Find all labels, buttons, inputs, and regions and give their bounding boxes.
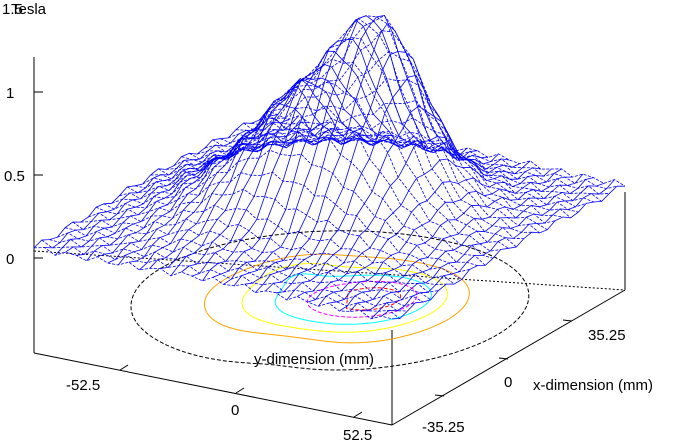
x-ticks bbox=[434, 319, 573, 397]
contour-line bbox=[274, 273, 432, 325]
mesh-line bbox=[381, 179, 615, 317]
mesh-line bbox=[170, 78, 405, 277]
y-axis-title: y-dimension (mm) bbox=[254, 351, 374, 368]
mesh-line bbox=[233, 15, 468, 287]
front-left-edge bbox=[33, 352, 393, 426]
mesh-line bbox=[111, 149, 470, 273]
z-tick-label: 0 bbox=[6, 251, 14, 268]
z-tick-label: 1.5 bbox=[2, 1, 23, 18]
mesh-line bbox=[265, 51, 499, 292]
x-axis-title: x-dimension (mm) bbox=[533, 377, 653, 394]
mesh-line bbox=[117, 127, 352, 266]
mesh-line bbox=[54, 119, 289, 256]
mesh-line bbox=[339, 176, 573, 312]
z-tick-label: 0.5 bbox=[4, 168, 25, 185]
mesh-line bbox=[165, 15, 525, 239]
y-tick-label: -52.5 bbox=[66, 377, 100, 394]
z-axis-title: Tesla bbox=[11, 1, 47, 18]
x-tick-mark bbox=[434, 394, 445, 397]
y-tick-mark bbox=[353, 411, 363, 418]
mesh-line bbox=[307, 158, 541, 303]
mesh-line bbox=[391, 185, 626, 320]
mesh-line bbox=[370, 183, 605, 320]
mesh-line bbox=[191, 63, 426, 277]
y-tick-label: 0 bbox=[231, 402, 239, 419]
mesh-line bbox=[173, 14, 532, 233]
mesh-line bbox=[72, 221, 432, 301]
mesh-line bbox=[142, 58, 501, 252]
y-tick-mark bbox=[235, 387, 245, 394]
x-tick-label: 0 bbox=[504, 374, 512, 391]
mesh-line bbox=[76, 121, 310, 256]
back-floor-edge bbox=[33, 250, 626, 291]
x-tick-mark bbox=[562, 319, 573, 322]
mesh-line bbox=[65, 115, 299, 253]
mesh-line bbox=[181, 77, 415, 273]
y-tick-mark bbox=[119, 364, 129, 371]
mesh-line bbox=[212, 38, 447, 278]
x-tick-label: 35.25 bbox=[588, 327, 626, 344]
z-tick-label: 1 bbox=[6, 85, 14, 102]
z-ticks bbox=[34, 91, 43, 259]
mesh-line bbox=[286, 105, 520, 301]
contour-line bbox=[130, 230, 530, 371]
mesh-line bbox=[119, 127, 478, 266]
y-ticks bbox=[119, 364, 363, 418]
mesh-line bbox=[244, 15, 478, 285]
mesh-line bbox=[297, 136, 531, 297]
y-tick-label: 52.5 bbox=[343, 427, 372, 442]
mesh-line bbox=[223, 19, 457, 285]
mesh-line bbox=[328, 168, 563, 304]
contour-line bbox=[203, 253, 470, 344]
mesh-line bbox=[33, 247, 393, 320]
mesh-line bbox=[44, 114, 278, 249]
mesh-line bbox=[107, 128, 341, 264]
mesh-line bbox=[360, 177, 594, 312]
mesh-line bbox=[181, 30, 540, 234]
surface-mesh bbox=[33, 14, 626, 320]
mesh-line bbox=[243, 122, 602, 202]
mesh-line bbox=[33, 110, 268, 249]
mesh-line bbox=[128, 117, 362, 263]
axis-frame bbox=[33, 57, 626, 426]
contour-line bbox=[306, 280, 418, 318]
mesh-line bbox=[86, 123, 320, 262]
mesh-line bbox=[103, 171, 463, 280]
mesh-line bbox=[349, 173, 584, 312]
x-tick-mark bbox=[498, 357, 509, 360]
mesh-line bbox=[317, 168, 552, 307]
contour-projection bbox=[130, 230, 530, 371]
mesh-line bbox=[254, 23, 489, 293]
mesh-line bbox=[276, 74, 510, 294]
front-right-edge bbox=[391, 289, 626, 426]
contour-line bbox=[241, 262, 448, 333]
mesh-line bbox=[160, 78, 394, 269]
mesh-line bbox=[88, 204, 447, 286]
mesh-line bbox=[202, 50, 436, 282]
x-tick-label: -35.25 bbox=[422, 419, 465, 436]
